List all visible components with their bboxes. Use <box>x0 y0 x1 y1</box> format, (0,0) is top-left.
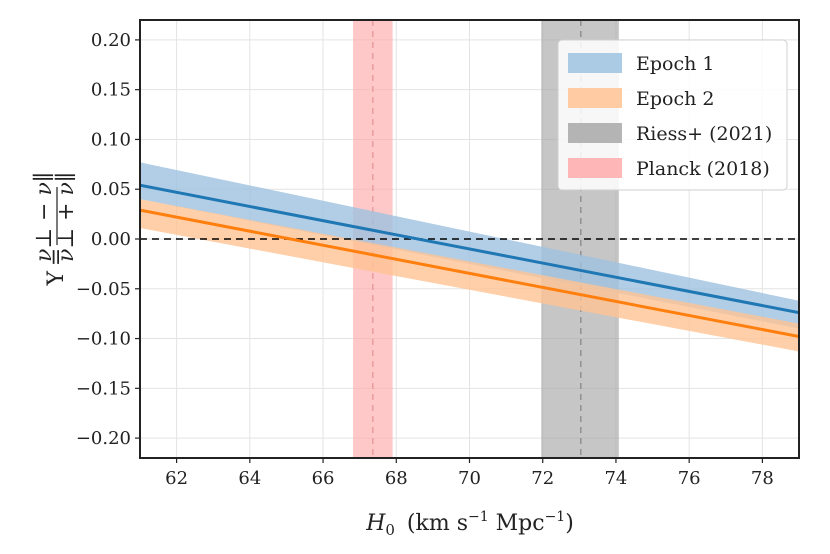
legend-swatch-riess-2021 <box>568 123 622 143</box>
series-lines <box>140 183 799 339</box>
y-axis-denominator: ν⊥ + ν∥ <box>54 172 79 262</box>
x-tick-label-66: 66 <box>312 468 335 489</box>
x-tick-label-78: 78 <box>751 468 774 489</box>
y-tick-label-0: −0.20 <box>76 428 131 449</box>
y-axis-equals: = <box>44 248 69 266</box>
series-band-epoch-2 <box>140 199 799 352</box>
series-band-epoch-1 <box>140 162 799 329</box>
x-tick-label-68: 68 <box>385 468 408 489</box>
x-tick-label-74: 74 <box>604 468 627 489</box>
series-line-epoch-1 <box>140 183 799 315</box>
y-axis-numerator: ν⊥ − ν∥ <box>32 172 57 262</box>
x-tick-label-70: 70 <box>458 468 481 489</box>
legend-label-epoch-2: Epoch 2 <box>636 88 714 110</box>
y-tick-label-6: 0.10 <box>91 129 131 150</box>
legend-label-planck-2018: Planck (2018) <box>636 158 770 180</box>
series-bands <box>140 162 799 352</box>
legend: Epoch 1 Epoch 2 Riess+ (2021) Planck (2018) <box>557 39 788 191</box>
y-tick-label-5: 0.05 <box>91 179 131 200</box>
x-tick-label-72: 72 <box>531 468 554 489</box>
x-tick-label-76: 76 <box>678 468 701 489</box>
legend-box <box>557 39 788 191</box>
y-tick-label-4: 0.00 <box>91 229 131 250</box>
x-axis-ticks: 62 64 66 68 70 72 74 76 78 <box>165 458 774 489</box>
series-line-epoch-2 <box>140 208 799 339</box>
y-axis-ticks: −0.20 −0.15 −0.10 −0.05 0.00 0.05 0.10 0.15 0.20 <box>76 30 140 449</box>
y-tick-label-3: −0.05 <box>76 279 131 300</box>
legend-swatch-epoch-1 <box>568 53 622 73</box>
legend-label-riess-2021: Riess+ (2021) <box>636 123 772 145</box>
y-axis-label: Υ = ν⊥ − ν∥ ν⊥ + ν∥ <box>32 172 79 287</box>
x-tick-label-62: 62 <box>165 468 188 489</box>
y-tick-label-8: 0.20 <box>91 30 131 51</box>
y-tick-label-7: 0.15 <box>91 80 131 101</box>
legend-swatch-planck-2018 <box>568 158 622 178</box>
y-tick-label-1: −0.15 <box>76 378 131 399</box>
legend-swatch-epoch-2 <box>568 88 622 108</box>
y-axis-symbol: Υ <box>44 271 69 287</box>
x-axis-label: H0 (km s−1 Mpc−1) <box>365 509 574 539</box>
x-tick-label-64: 64 <box>238 468 261 489</box>
y-tick-label-2: −0.10 <box>76 329 131 350</box>
legend-label-epoch-1: Epoch 1 <box>636 53 714 75</box>
